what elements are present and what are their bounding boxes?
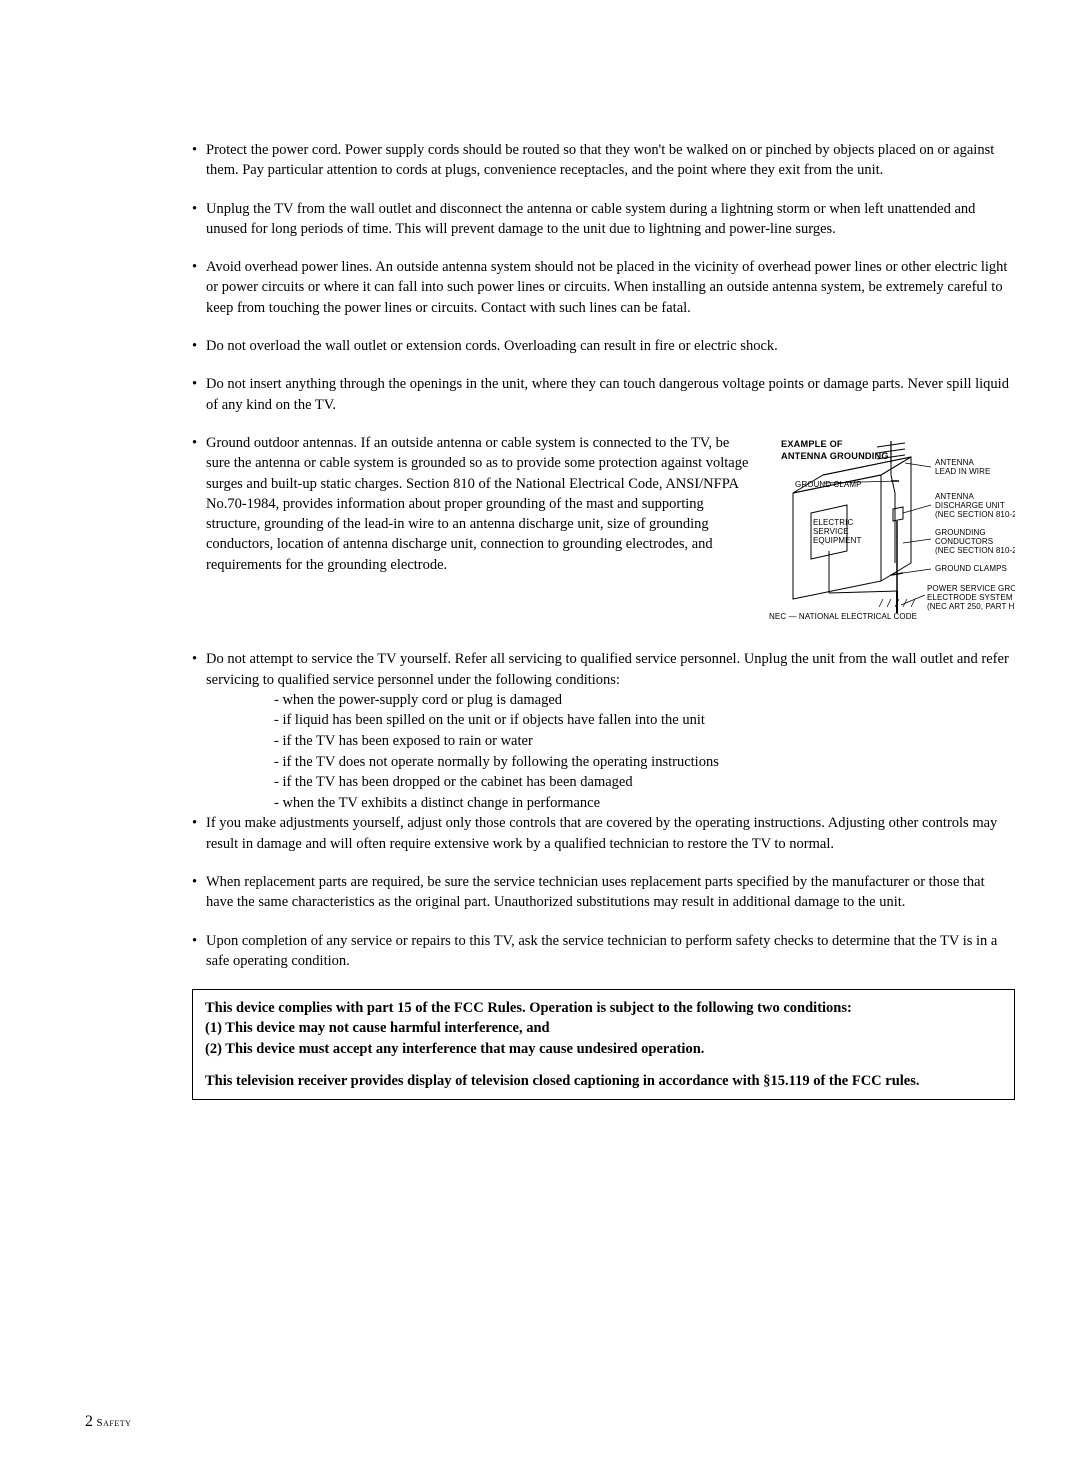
bullet-mark: • [192, 813, 206, 854]
bullet-mark: • [192, 649, 206, 813]
svg-text:ANTENNA: ANTENNA [935, 492, 974, 501]
nested-item: - if the TV has been dropped or the cabi… [274, 772, 1015, 793]
bullet-item-6: •Do not attempt to service the TV yourse… [192, 649, 1015, 813]
bullet-mark: • [192, 257, 206, 318]
bullet-text: Unplug the TV from the wall outlet and d… [206, 199, 1015, 240]
bullet-body: Do not overload the wall outlet or exten… [206, 336, 1015, 356]
svg-text:NEC — NATIONAL ELECTRICAL CODE: NEC — NATIONAL ELECTRICAL CODE [769, 612, 917, 621]
compliance-item-1: (1) This device may not cause harmful in… [205, 1018, 1002, 1038]
svg-text:(NEC SECTION 810-20): (NEC SECTION 810-20) [935, 510, 1015, 519]
bullet-item-2: •Avoid overhead power lines. An outside … [192, 257, 1015, 318]
footer: 2 Safety [85, 1413, 131, 1431]
bullet-body: If you make adjustments yourself, adjust… [206, 813, 1015, 854]
compliance-box: This device complies with part 15 of the… [192, 989, 1015, 1100]
bullet-item-1: •Unplug the TV from the wall outlet and … [192, 199, 1015, 240]
bullet-text: Do not insert anything through the openi… [206, 374, 1015, 415]
svg-text:DISCHARGE UNIT: DISCHARGE UNIT [935, 501, 1005, 510]
nested-item: - when the power-supply cord or plug is … [274, 690, 1015, 711]
bullet-item-0: •Protect the power cord. Power supply co… [192, 140, 1015, 181]
svg-text:GROUND CLAMPS: GROUND CLAMPS [935, 564, 1007, 573]
nested-item: - when the TV exhibits a distinct change… [274, 793, 1015, 814]
bullet-item-5: •Ground outdoor antennas. If an outside … [192, 433, 1015, 631]
svg-text:ANTENNA GROUNDING: ANTENNA GROUNDING [781, 451, 889, 461]
compliance-item-2: (2) This device must accept any interfer… [205, 1039, 1002, 1059]
bullet-mark: • [192, 336, 206, 356]
main-content: •Protect the power cord. Power supply co… [85, 140, 1015, 1100]
bullet-text: Avoid overhead power lines. An outside a… [206, 257, 1015, 318]
bullet-text: Do not attempt to service the TV yoursel… [206, 649, 1015, 813]
bullet-text: Ground outdoor antennas. If an outside a… [206, 433, 1015, 631]
bullet-body: Unplug the TV from the wall outlet and d… [206, 199, 1015, 240]
bullet-item-7: •If you make adjustments yourself, adjus… [192, 813, 1015, 854]
bullet-item-4: •Do not insert anything through the open… [192, 374, 1015, 415]
svg-text:SERVICE: SERVICE [813, 527, 849, 536]
svg-text:POWER SERVICE GROUNDING: POWER SERVICE GROUNDING [927, 584, 1015, 593]
bullet-body: Avoid overhead power lines. An outside a… [206, 257, 1015, 318]
svg-text:ELECTRODE SYSTEM: ELECTRODE SYSTEM [927, 593, 1013, 602]
bullet-text: When replacement parts are required, be … [206, 872, 1015, 913]
bullet-body: When replacement parts are required, be … [206, 872, 1015, 913]
bullet-text: Do not overload the wall outlet or exten… [206, 336, 1015, 356]
bullet-body: Do not attempt to service the TV yoursel… [206, 649, 1015, 690]
bullet-body: Do not insert anything through the openi… [206, 374, 1015, 415]
svg-text:LEAD IN WIRE: LEAD IN WIRE [935, 467, 990, 476]
svg-text:ANTENNA: ANTENNA [935, 458, 974, 467]
svg-text:GROUNDING: GROUNDING [935, 528, 986, 537]
bullet-body: Upon completion of any service or repair… [206, 931, 1015, 972]
bullet-item-3: •Do not overload the wall outlet or exte… [192, 336, 1015, 356]
bullet-mark: • [192, 433, 206, 631]
bullet-item-9: •Upon completion of any service or repai… [192, 931, 1015, 972]
svg-text:CONDUCTORS: CONDUCTORS [935, 537, 993, 546]
bullet-mark: • [192, 374, 206, 415]
bullet-mark: • [192, 872, 206, 913]
svg-text:(NEC ART 250, PART H): (NEC ART 250, PART H) [927, 602, 1015, 611]
svg-text:GROUND CLAMP: GROUND CLAMP [795, 480, 862, 489]
nested-list: - when the power-supply cord or plug is … [206, 690, 1015, 813]
bullet-body: Protect the power cord. Power supply cor… [206, 140, 1015, 181]
bullet-mark: • [192, 931, 206, 972]
bullet-text: Protect the power cord. Power supply cor… [206, 140, 1015, 181]
compliance-intro: This device complies with part 15 of the… [205, 998, 1002, 1018]
bullet-text: Upon completion of any service or repair… [206, 931, 1015, 972]
svg-text:(NEC SECTION 810-21): (NEC SECTION 810-21) [935, 546, 1015, 555]
svg-text:EQUIPMENT: EQUIPMENT [813, 536, 861, 545]
bullet-mark: • [192, 140, 206, 181]
nested-item: - if the TV does not operate normally by… [274, 752, 1015, 773]
svg-text:EXAMPLE OF: EXAMPLE OF [781, 439, 843, 449]
page-number: 2 [85, 1413, 93, 1430]
bullet-body: Ground outdoor antennas. If an outside a… [206, 433, 749, 631]
bullet-item-8: •When replacement parts are required, be… [192, 872, 1015, 913]
antenna-grounding-diagram: EXAMPLE OFANTENNA GROUNDINGANTENNALEAD I… [763, 433, 1015, 631]
bullet-text: If you make adjustments yourself, adjust… [206, 813, 1015, 854]
bullet-mark: • [192, 199, 206, 240]
svg-text:ELECTRIC: ELECTRIC [813, 518, 853, 527]
nested-item: - if liquid has been spilled on the unit… [274, 710, 1015, 731]
footer-section: Safety [97, 1417, 132, 1429]
nested-item: - if the TV has been exposed to rain or … [274, 731, 1015, 752]
compliance-closed-caption: This television receiver provides displa… [205, 1071, 1002, 1091]
